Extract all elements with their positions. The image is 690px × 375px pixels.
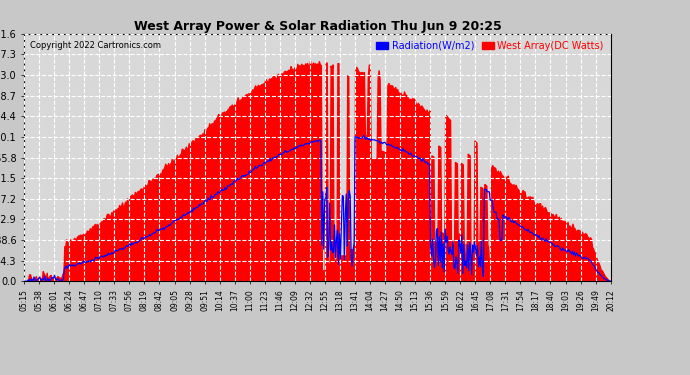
Title: West Array Power & Solar Radiation Thu Jun 9 20:25: West Array Power & Solar Radiation Thu J… [134, 20, 501, 33]
Text: Copyright 2022 Cartronics.com: Copyright 2022 Cartronics.com [30, 41, 161, 50]
Legend: Radiation(W/m2), West Array(DC Watts): Radiation(W/m2), West Array(DC Watts) [374, 39, 606, 53]
